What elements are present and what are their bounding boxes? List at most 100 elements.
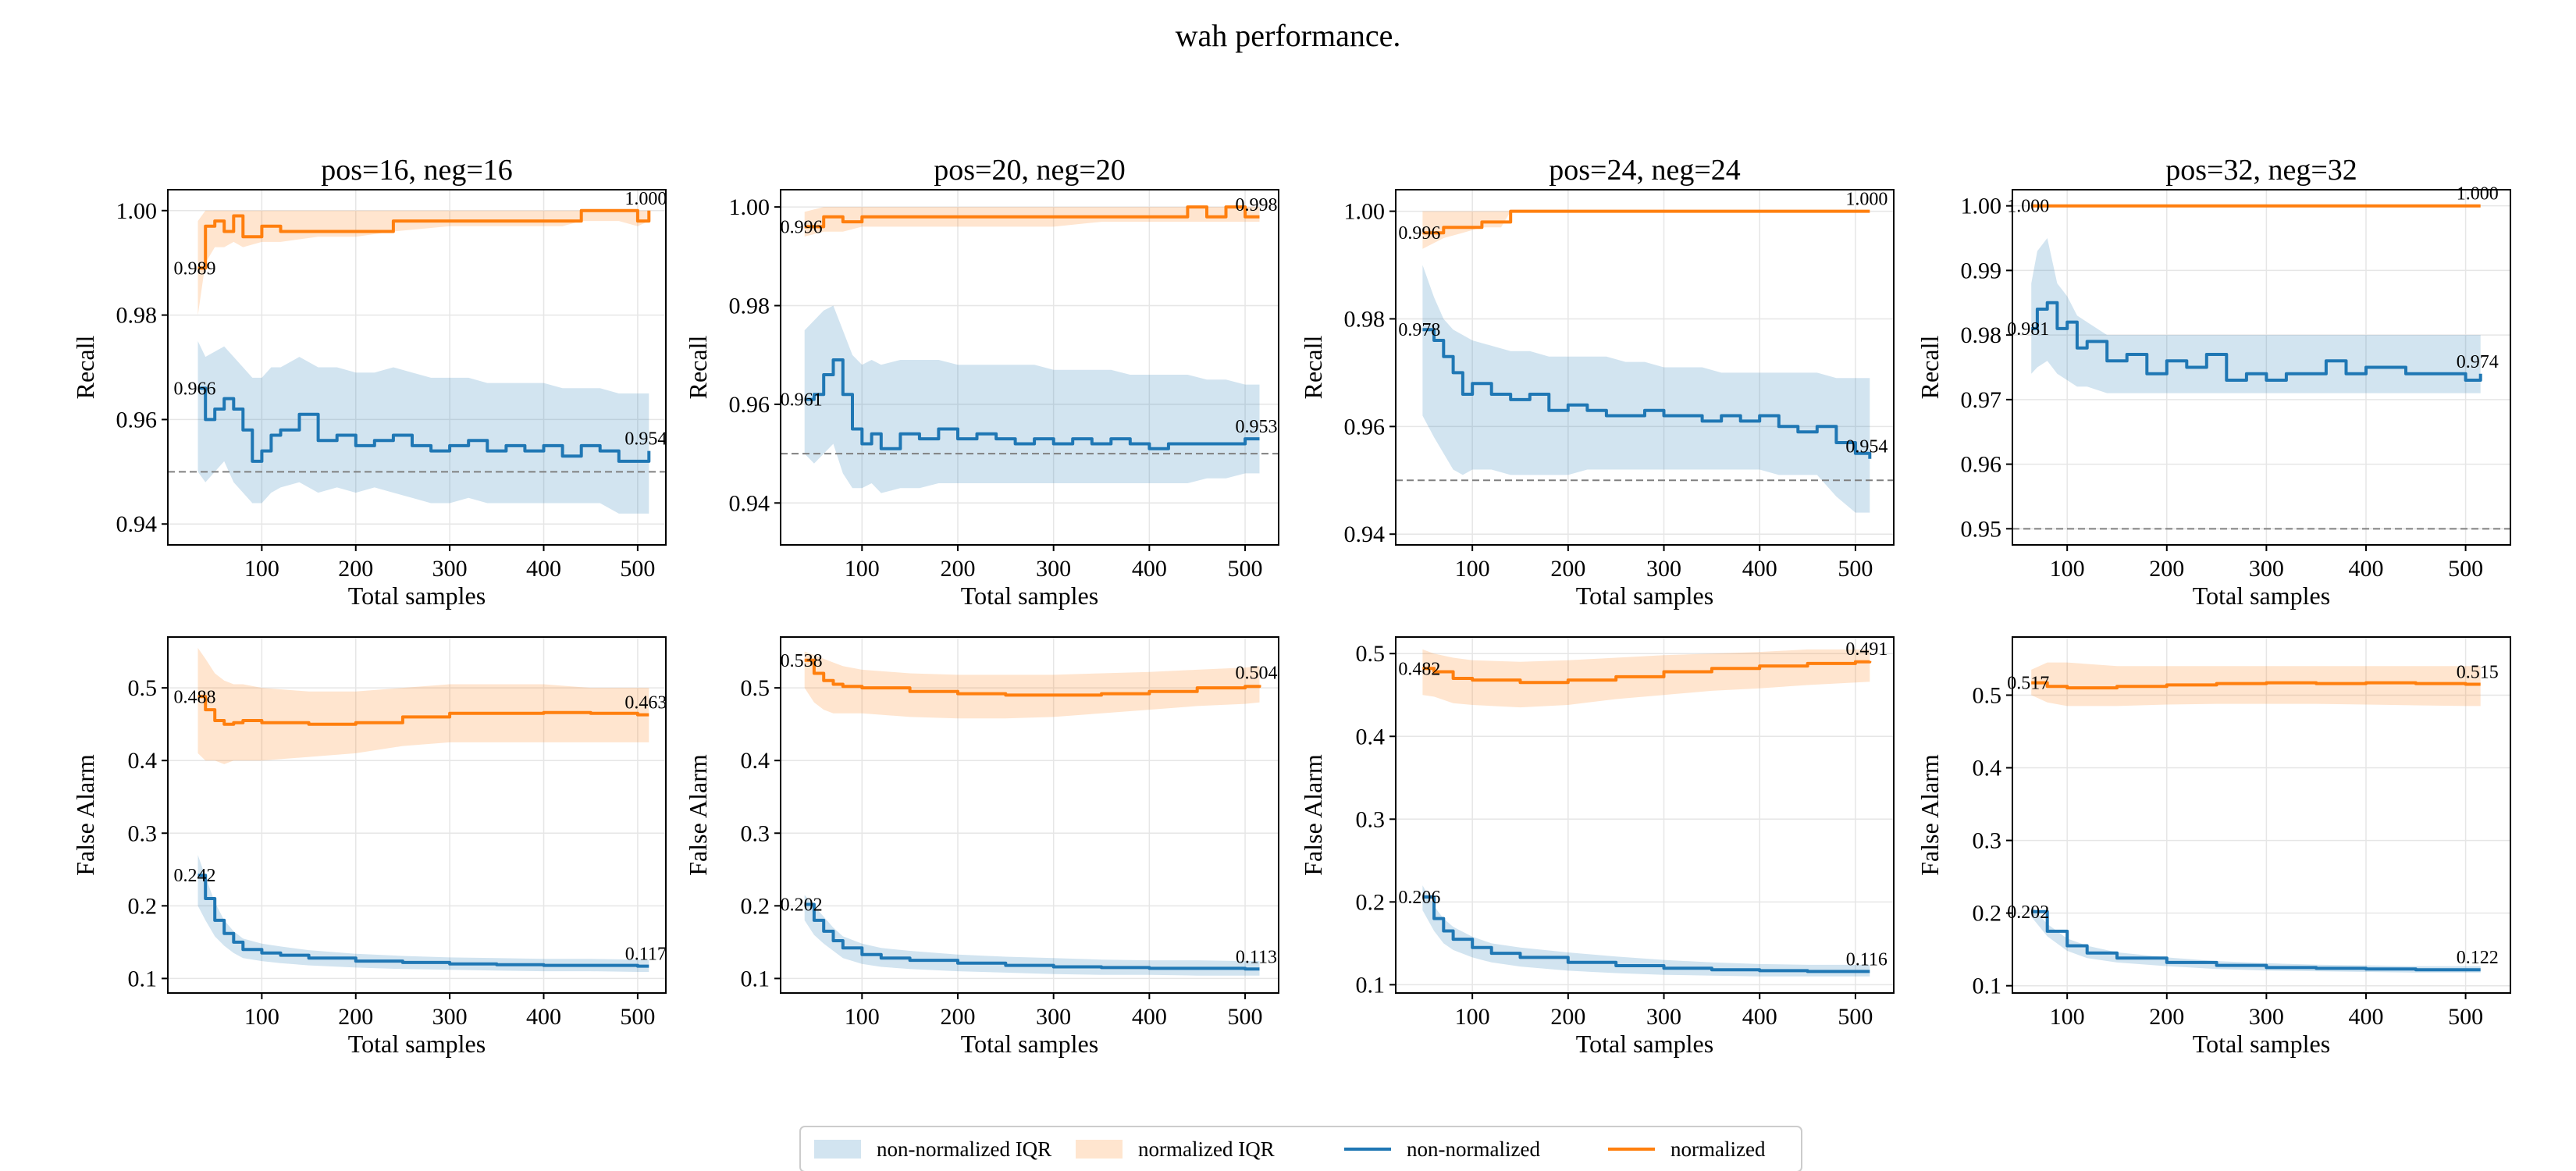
y-tick-label: 0.94 bbox=[116, 511, 158, 537]
normalized-iqr-band bbox=[1422, 211, 1870, 249]
y-tick-label: 0.1 bbox=[741, 966, 770, 991]
x-axis-label: Total samples bbox=[1576, 582, 1713, 610]
axes-frame bbox=[2012, 189, 2511, 546]
x-tick-label: 200 bbox=[940, 1004, 975, 1030]
plot-area bbox=[197, 648, 649, 972]
x-tick-label: 100 bbox=[244, 1004, 279, 1030]
y-tick-label: 0.3 bbox=[741, 820, 770, 846]
y-tick-label: 0.96 bbox=[1344, 414, 1386, 440]
y-tick-label: 0.95 bbox=[1961, 516, 2002, 542]
y-tick-label: 1.00 bbox=[729, 194, 770, 220]
y-tick-label: 0.97 bbox=[1961, 387, 2002, 413]
non-normalized-iqr-band bbox=[2031, 238, 2481, 393]
end-value-label: 0.116 bbox=[1846, 949, 1888, 970]
x-tick-label: 100 bbox=[845, 1004, 880, 1030]
plot-area bbox=[1422, 649, 1872, 977]
x-tick-label: 300 bbox=[432, 1004, 468, 1030]
plot-area bbox=[2031, 662, 2481, 973]
y-tick-label: 0.98 bbox=[729, 294, 770, 319]
subplot-recall-1: 0.966 0.954 0.989 1.000 100 200 300 400 500 0.94 0… bbox=[71, 154, 667, 610]
plot-area bbox=[2012, 204, 2510, 530]
y-tick-label: 0.98 bbox=[1961, 322, 2002, 348]
non-normalized-line bbox=[1422, 895, 1870, 973]
end-value-label: 1.000 bbox=[1845, 190, 1888, 210]
y-tick-label: 0.98 bbox=[1344, 306, 1386, 332]
end-value-label: 0.974 bbox=[2457, 352, 2499, 372]
subplot-title: pos=32, neg=32 bbox=[2165, 154, 2357, 187]
x-axis-label: Total samples bbox=[348, 1030, 486, 1058]
axes-frame bbox=[1395, 189, 1895, 546]
normalized-line bbox=[2031, 681, 2481, 690]
non-normalized-iqr-band bbox=[197, 855, 649, 972]
x-tick-label: 100 bbox=[1455, 556, 1490, 582]
x-tick-label: 400 bbox=[1132, 1004, 1167, 1030]
end-value-label: 0.504 bbox=[1235, 663, 1277, 683]
non-normalized-iqr-band bbox=[2031, 906, 2481, 973]
end-value-label: 0.998 bbox=[1235, 195, 1277, 215]
subplot-false-alarm-1: 0.242 0.117 0.488 0.463 100 200 300 400 500 0.1 0.… bbox=[71, 636, 667, 1058]
start-value-label: 0.981 bbox=[2007, 319, 2049, 340]
normalized-line bbox=[804, 205, 1260, 229]
subplot-recall-4: 0.981 0.974 1.000 1.000 100 200 300 400 500 0.95 0… bbox=[1916, 154, 2511, 610]
x-axis-label: Total samples bbox=[961, 1030, 1098, 1058]
x-tick-label: 400 bbox=[1742, 1004, 1777, 1030]
normalized-iqr-band bbox=[804, 207, 1260, 237]
x-axis-label: Total samples bbox=[2193, 582, 2330, 610]
y-axis-label: False Alarm bbox=[1299, 754, 1327, 876]
y-tick-label: 0.5 bbox=[1356, 641, 1386, 667]
non-normalized-iqr-band bbox=[1422, 265, 1870, 513]
y-tick-label: 0.2 bbox=[1356, 889, 1386, 915]
start-value-label: 0.482 bbox=[1398, 659, 1440, 679]
start-value-label: 0.978 bbox=[1398, 320, 1440, 340]
plot-area bbox=[1396, 209, 1894, 513]
legend-swatch-patch bbox=[1076, 1140, 1123, 1159]
x-tick-label: 200 bbox=[338, 556, 373, 582]
end-value-label: 1.000 bbox=[2457, 184, 2499, 205]
y-tick-label: 0.98 bbox=[116, 303, 158, 329]
start-value-label: 0.242 bbox=[174, 866, 216, 886]
axes-frame bbox=[167, 189, 667, 546]
x-tick-label: 200 bbox=[2149, 1004, 2184, 1030]
non-normalized-line bbox=[197, 874, 649, 968]
normalized-line bbox=[804, 658, 1261, 697]
y-tick-label: 0.5 bbox=[741, 675, 770, 701]
y-tick-label: 0.2 bbox=[1973, 901, 2002, 927]
start-value-label: 0.996 bbox=[1398, 223, 1440, 244]
y-tick-label: 0.3 bbox=[128, 820, 158, 846]
x-tick-label: 200 bbox=[940, 556, 975, 582]
non-normalized-line bbox=[1422, 328, 1872, 459]
subplot-recall-2: 0.961 0.953 0.996 0.998 100 200 300 400 500 0.94 0… bbox=[684, 154, 1279, 610]
x-tick-label: 300 bbox=[1646, 556, 1681, 582]
figure-title: wah performance. bbox=[1175, 18, 1401, 53]
end-value-label: 0.491 bbox=[1845, 639, 1888, 660]
start-value-label: 0.488 bbox=[174, 687, 216, 707]
normalized-iqr-band bbox=[1422, 649, 1870, 708]
x-tick-label: 100 bbox=[2050, 556, 2085, 582]
non-normalized-iqr-band bbox=[804, 895, 1260, 976]
non-normalized-line bbox=[2031, 909, 2481, 972]
non-normalized-iqr-band bbox=[804, 305, 1260, 493]
y-axis-label: False Alarm bbox=[1916, 754, 1944, 876]
end-value-label: 0.515 bbox=[2457, 662, 2499, 682]
start-value-label: 0.202 bbox=[781, 895, 823, 915]
non-normalized-line bbox=[804, 902, 1260, 971]
x-tick-label: 400 bbox=[1742, 556, 1777, 582]
y-tick-label: 0.4 bbox=[1973, 756, 2002, 781]
non-normalized-iqr-band bbox=[1422, 885, 1870, 977]
axes-frame bbox=[780, 636, 1279, 994]
x-tick-label: 500 bbox=[1838, 1004, 1873, 1030]
normalized-line bbox=[197, 695, 649, 726]
y-tick-label: 0.3 bbox=[1356, 806, 1386, 832]
y-tick-label: 0.94 bbox=[729, 490, 770, 516]
non-normalized-line bbox=[804, 358, 1260, 450]
subplot-recall-3: 0.978 0.954 0.996 1.000 100 200 300 400 500 0.94 0… bbox=[1299, 154, 1895, 610]
non-normalized-iqr-band bbox=[197, 341, 649, 514]
normalized-line bbox=[1422, 209, 1870, 235]
subplot-title: pos=16, neg=16 bbox=[321, 154, 513, 187]
x-axis-label: Total samples bbox=[1576, 1030, 1713, 1058]
start-value-label: 0.961 bbox=[781, 390, 823, 411]
x-tick-label: 500 bbox=[2448, 556, 2483, 582]
x-tick-label: 400 bbox=[1132, 556, 1167, 582]
normalized-line bbox=[1422, 660, 1872, 685]
